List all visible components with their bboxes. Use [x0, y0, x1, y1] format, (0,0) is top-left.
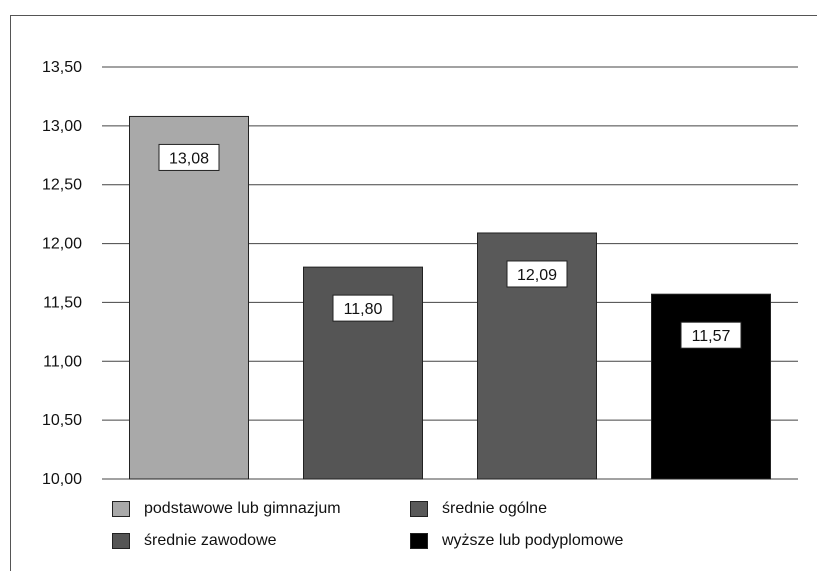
y-tick-label-2: 10,50 [42, 412, 82, 429]
y-tick-label-6: 12,50 [42, 177, 82, 194]
data-label-box-2 [332, 294, 394, 322]
bar-4 [651, 293, 771, 480]
data-label-box-3 [506, 260, 568, 288]
data-label-1: 13,08 [169, 150, 209, 167]
y-tick-label-8: 13,50 [42, 59, 82, 76]
data-label-box-4 [680, 321, 742, 349]
frame-top-border [10, 15, 817, 16]
data-label-3: 12,09 [517, 267, 557, 284]
y-tick-label-1: 10,00 [42, 471, 82, 488]
data-label-box-1 [158, 143, 220, 171]
y-tick-label-5: 12,00 [42, 236, 82, 253]
y-tick-label-7: 13,00 [42, 118, 82, 135]
y-tick-label-3: 11,00 [43, 353, 82, 370]
y-tick-label-4: 11,50 [43, 294, 82, 311]
bar-1 [129, 115, 249, 480]
data-label-2: 11,80 [344, 301, 383, 318]
frame-left-border [10, 15, 11, 571]
data-label-4: 11,57 [692, 328, 731, 345]
